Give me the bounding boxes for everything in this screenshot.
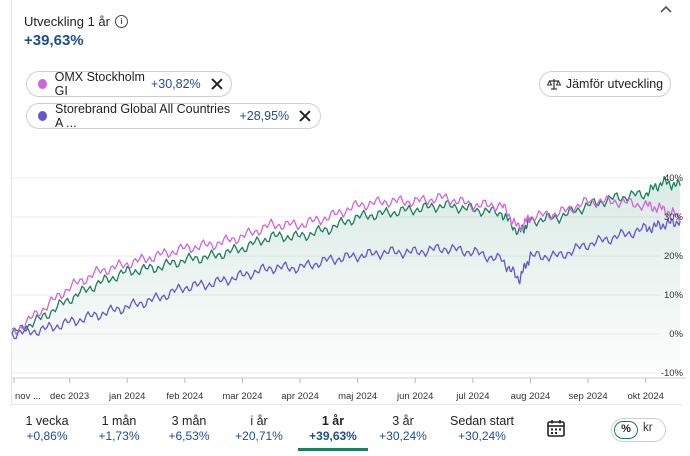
x-tick-label: feb 2024: [166, 391, 203, 402]
period-label: Sedan start: [450, 414, 514, 428]
scale-icon: [546, 79, 561, 90]
x-tick-label: apr 2024: [281, 391, 319, 402]
x-tick-label: mar 2024: [222, 391, 262, 402]
period-tab[interactable]: 3 mån +6,53%: [154, 408, 224, 452]
y-tick-label: 0%: [669, 329, 683, 340]
period-label: i år: [250, 414, 268, 428]
chip-value: +28,95%: [239, 109, 290, 123]
x-tick-label: dec 2023: [50, 391, 89, 402]
info-icon[interactable]: i: [114, 15, 128, 28]
chip-name: Storebrand Global All Countries A ...: [55, 102, 231, 130]
x-tick-label: jul 2024: [455, 391, 489, 402]
period-label: 3 mån: [171, 414, 207, 428]
toggle-percent[interactable]: %: [614, 421, 638, 439]
period-label: 1 år: [321, 414, 345, 428]
period-tab[interactable]: i år +20,71%: [224, 408, 294, 452]
period-change: +20,71%: [235, 429, 283, 443]
series-color-dot: [38, 111, 48, 121]
period-label: 3 år: [392, 414, 414, 428]
period-change: +1,73%: [98, 429, 140, 443]
y-tick-label: 10%: [664, 290, 684, 301]
y-tick-label: 40%: [664, 173, 684, 184]
chip-value: +30,82%: [150, 77, 201, 91]
compare-label: Jämför utveckling: [565, 77, 664, 91]
title-text: Utveckling 1 år: [24, 14, 110, 29]
period-label: 1 mån: [101, 414, 137, 428]
x-tick-label: aug 2024: [511, 391, 551, 402]
chevron-up-icon[interactable]: [658, 2, 674, 18]
toggle-kr[interactable]: kr: [643, 422, 653, 434]
period-tab[interactable]: 1 år +39,63%: [298, 408, 368, 452]
period-tab[interactable]: 1 mån +1,73%: [84, 408, 154, 452]
period-change: +30,24%: [458, 429, 506, 443]
period-change: +0,86%: [26, 429, 68, 443]
series-line: [11, 218, 681, 340]
period-change: +6,53%: [168, 429, 210, 443]
page-title: Utveckling 1 år i: [24, 14, 128, 29]
period-selector: 1 vecka +0,86% 1 mån +1,73% 3 mån +6,53% i år +…: [12, 408, 592, 452]
chip-storebrand[interactable]: Storebrand Global All Countries A ... +2…: [26, 102, 321, 130]
chip-name: OMX Stockholm GI: [54, 70, 145, 98]
calendar-icon[interactable]: [546, 418, 566, 438]
series-area: [12, 176, 681, 373]
series-color-dot: [38, 79, 47, 89]
x-tick-label: nov ...: [15, 391, 41, 402]
period-change: +30,24%: [379, 429, 427, 443]
x-tick-label: jun 2024: [396, 391, 433, 402]
series-line: [11, 175, 681, 335]
period-label: 1 vecka: [25, 414, 69, 428]
period-tab[interactable]: Sedan start +30,24%: [440, 408, 524, 452]
performance-chart: 40% 30% 20% 10% 0% -10% nov ... dec 2023 jan 20…: [11, 173, 686, 402]
series-line: [11, 193, 681, 335]
period-tab[interactable]: 3 år +30,24%: [368, 408, 438, 452]
x-tick-label: sep 2024: [569, 391, 608, 402]
panel-left-border: [11, 0, 12, 405]
x-tick-label: okt 2024: [627, 391, 663, 402]
divider: [12, 404, 682, 405]
unit-toggle[interactable]: % kr: [611, 418, 666, 442]
y-tick-label: 30%: [664, 212, 684, 223]
period-change: +39,63%: [309, 429, 357, 443]
y-tick-label: -10%: [661, 368, 684, 379]
compare-button[interactable]: Jämför utveckling: [539, 71, 671, 97]
y-tick-label: 20%: [664, 251, 684, 262]
chip-omx[interactable]: OMX Stockholm GI +30,82%: [26, 70, 232, 98]
x-tick-label: jan 2024: [108, 391, 145, 402]
total-change-value: +39,63%: [24, 32, 84, 49]
x-tick-label: maj 2024: [338, 391, 377, 402]
period-tab[interactable]: 1 vecka +0,86%: [12, 408, 82, 452]
